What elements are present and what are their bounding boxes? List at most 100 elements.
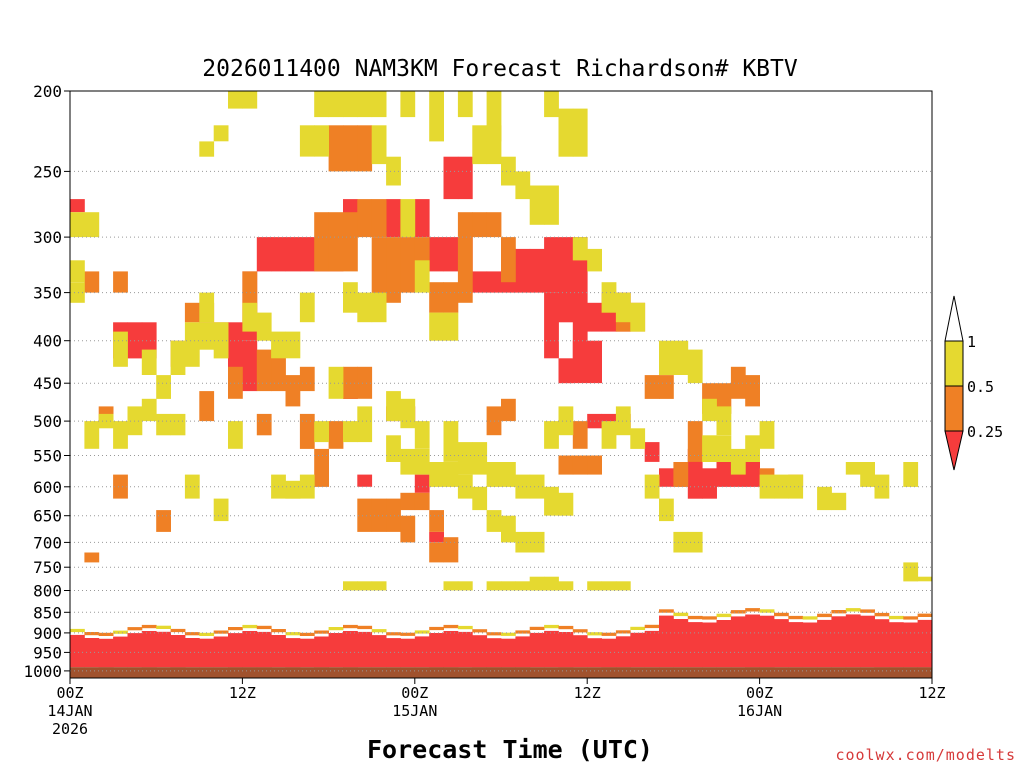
boundary-layer-cell — [888, 615, 904, 620]
axes — [69, 90, 933, 679]
heatmap-cell — [242, 340, 258, 392]
boundary-layer-cell — [98, 632, 114, 636]
heatmap-cell — [170, 413, 186, 436]
heatmap-cell — [386, 156, 401, 186]
boundary-layer-cell — [486, 632, 502, 636]
heatmap-cell — [228, 91, 243, 109]
heatmap-cell — [70, 282, 85, 303]
boundary-layer-cell — [860, 615, 875, 668]
heatmap-cell — [400, 199, 416, 238]
heatmap-cell — [400, 492, 416, 511]
heatmap-cell — [687, 349, 703, 384]
heatmap-cell — [414, 492, 430, 511]
boundary-layer-cell — [659, 615, 674, 668]
heatmap-cell — [443, 282, 459, 313]
x-tick-label: 00Z — [746, 684, 773, 702]
boundary-layer-cell — [328, 633, 344, 668]
boundary-layer-cell — [242, 624, 258, 629]
heatmap-cell — [386, 391, 401, 422]
heatmap-cell — [371, 237, 387, 303]
boundary-layer-cell — [888, 622, 904, 668]
boundary-layer-cell — [357, 625, 373, 630]
heatmap-cell — [529, 185, 545, 225]
heatmap-cell — [774, 474, 789, 499]
heatmap-cell — [501, 237, 516, 283]
heatmap-cell — [113, 474, 128, 499]
boundary-layer-cell — [845, 608, 861, 612]
boundary-layer-cell — [70, 634, 85, 668]
heatmap-cell — [213, 125, 229, 142]
heatmap-cell — [156, 510, 171, 532]
heatmap-cell — [242, 302, 258, 332]
boundary-layer-cell — [343, 631, 358, 668]
y-tick-label: 700 — [33, 533, 62, 552]
heatmap-cell — [256, 237, 272, 272]
boundary-layer-cell — [271, 629, 286, 633]
heatmap-cell — [687, 421, 703, 462]
heatmap-cell — [357, 581, 373, 591]
heatmap-cell — [486, 212, 502, 238]
y-tick-label: 350 — [33, 284, 62, 303]
boundary-layer-cell — [831, 616, 847, 668]
boundary-layer-cell — [314, 630, 329, 634]
heatmap-cell — [386, 435, 401, 462]
boundary-layer-cell — [874, 612, 890, 617]
heatmap-cell — [256, 312, 272, 341]
heatmap-cell — [299, 413, 315, 449]
boundary-layer-cell — [184, 638, 200, 668]
boundary-layer-cell — [472, 635, 488, 668]
heatmap-cell — [371, 125, 387, 165]
heatmap-cell — [400, 91, 416, 118]
boundary-layer-cell — [529, 632, 545, 668]
boundary-layer-cell — [615, 630, 631, 634]
heatmap-cell — [544, 576, 559, 591]
heatmap-cell — [285, 480, 301, 499]
boundary-layer-cell — [213, 630, 229, 634]
boundary-layer-cell — [745, 614, 760, 668]
heatmap-cell — [486, 510, 502, 532]
heatmap-cell — [558, 492, 574, 516]
boundary-layer-cell — [702, 616, 717, 620]
heatmap-cell — [874, 474, 890, 499]
heatmap-cell — [472, 486, 488, 511]
heatmap-cell — [386, 498, 401, 532]
heatmap-cell — [544, 421, 559, 449]
heatmap-cell — [587, 302, 602, 332]
heatmap-cell — [429, 510, 444, 532]
boundary-layer-cell — [774, 612, 789, 617]
boundary-layer-cell — [141, 631, 157, 668]
boundary-layer-cell — [745, 608, 760, 612]
heatmap-cell — [759, 474, 775, 499]
boundary-layer-cell — [802, 616, 818, 620]
heatmap-cell — [486, 581, 502, 591]
heatmap-cell — [70, 212, 85, 238]
heatmap-cell — [515, 248, 531, 293]
boundary-layer-cell — [242, 631, 258, 668]
heatmap-cell — [184, 474, 200, 499]
heatmap-cell — [443, 581, 459, 591]
boundary-layer-cell — [386, 638, 401, 668]
heatmap-cell — [429, 282, 444, 313]
boundary-layer-cell — [687, 622, 703, 668]
heatmap-cell — [371, 581, 387, 591]
boundary-layer-cell — [845, 614, 861, 668]
boundary-layer-cell — [400, 632, 416, 636]
heatmap-cell — [141, 349, 157, 375]
boundary-layer-cell — [170, 628, 186, 633]
heatmap-cell — [443, 537, 459, 563]
heatmap-cell — [141, 398, 157, 422]
heatmap-cell — [515, 171, 531, 200]
heatmap-cell — [644, 474, 660, 499]
x-tick-label: 12Z — [229, 684, 256, 702]
boundary-layer-cell — [759, 615, 775, 668]
heatmap-cell — [716, 406, 732, 436]
heatmap-cell — [343, 581, 358, 591]
boundary-layer-cell — [759, 609, 775, 613]
boundary-layer-cell — [299, 632, 315, 636]
legend-label: 0.25 — [967, 423, 1003, 441]
boundary-layer-cell — [343, 624, 358, 629]
heatmap-cell — [501, 398, 516, 422]
heatmap-cell — [544, 292, 559, 359]
heatmap-cell — [615, 581, 631, 591]
heatmap-cell — [501, 581, 516, 591]
